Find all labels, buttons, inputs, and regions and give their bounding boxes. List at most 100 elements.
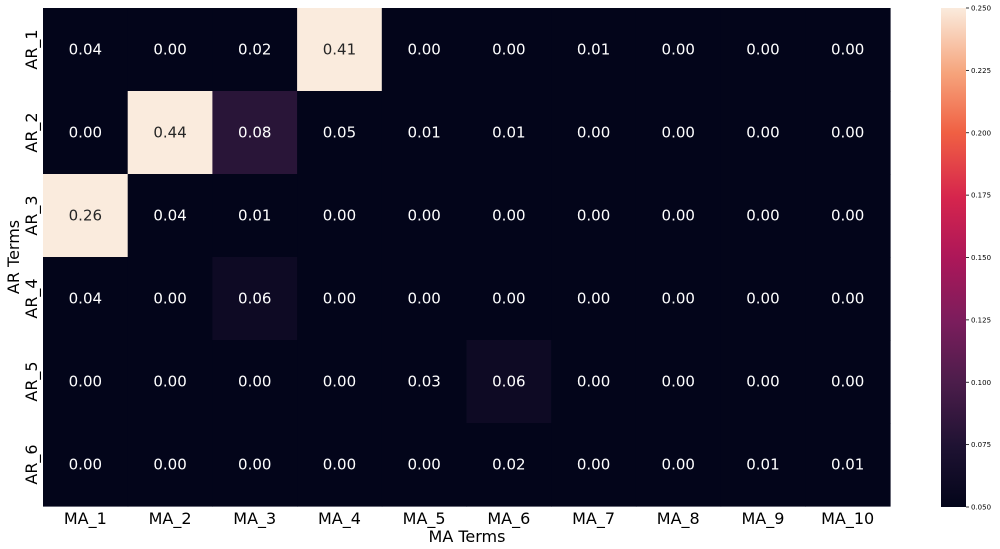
- heatmap-cell: [805, 423, 891, 507]
- heatmap-cell: [127, 174, 213, 258]
- colorbar-gradient: [941, 8, 966, 507]
- heatmap-cell: [720, 91, 806, 175]
- heatmap-cell: [297, 174, 383, 258]
- cell-value-label: 0.00: [577, 124, 610, 142]
- heatmap-cell: [127, 423, 213, 507]
- heatmap-cell: [297, 340, 383, 424]
- colorbar-ticks: 0.050 0.075 0.100 0.125 0.150 0.175 0.200 0.225…: [966, 5, 991, 512]
- heatmap-cell: [212, 8, 298, 92]
- cell-value-label: 0.00: [662, 373, 695, 391]
- y-tick-label: AR_5: [22, 361, 42, 401]
- x-tick-label: MA_4: [318, 509, 361, 529]
- heatmap-cell: [720, 257, 806, 341]
- heatmap-cell: [297, 8, 383, 92]
- heatmap-cell: [720, 423, 806, 507]
- cell-value-label: 0.00: [577, 207, 610, 225]
- y-tick-label: AR_1: [22, 29, 42, 69]
- cell-value-label: 0.01: [831, 456, 864, 474]
- heatmap-cell: [381, 91, 468, 175]
- cell-value-label: 0.02: [492, 456, 525, 474]
- heatmap-cells: [43, 8, 891, 507]
- heatmap-cell: [551, 8, 637, 92]
- heatmap-cell: [551, 174, 637, 258]
- cell-value-label: 0.08: [238, 124, 271, 142]
- heatmap-cell: [43, 257, 129, 341]
- colorbar-tick-label: 0.050: [971, 504, 991, 512]
- colorbar-tick-label: 0.100: [971, 379, 991, 387]
- y-tick-label: AR_3: [22, 195, 42, 235]
- cell-value-label: 0.00: [492, 290, 525, 308]
- cell-value-label: 0.02: [238, 41, 271, 59]
- heatmap-cell: [127, 257, 213, 341]
- cell-value-label: 0.00: [831, 41, 864, 59]
- heatmap-cell: [720, 340, 806, 424]
- y-tick-label: AR_6: [22, 444, 42, 484]
- x-tick-label: MA_2: [149, 509, 192, 529]
- heatmap-cell: [297, 257, 383, 341]
- cell-value-label: 0.00: [69, 456, 102, 474]
- cell-value-label: 0.01: [746, 456, 779, 474]
- cell-value-label: 0.00: [662, 290, 695, 308]
- colorbar-tick-label: 0.150: [971, 254, 991, 262]
- cell-value-label: 0.06: [492, 373, 525, 391]
- y-axis-title: AR Terms: [4, 220, 23, 294]
- cell-value-label: 0.01: [407, 124, 440, 142]
- heatmap-cell: [635, 91, 722, 175]
- cell-value-label: 0.00: [153, 290, 186, 308]
- heatmap-cell: [297, 423, 383, 507]
- cell-value-label: 0.00: [746, 373, 779, 391]
- heatmap-cell: [466, 340, 552, 424]
- x-tick-label: MA_6: [487, 509, 530, 529]
- heatmap-cell: [381, 340, 468, 424]
- cell-value-label: 0.26: [69, 207, 102, 225]
- cell-value-label: 0.00: [831, 290, 864, 308]
- cell-value-label: 0.44: [153, 124, 186, 142]
- cell-value-label: 0.04: [153, 207, 186, 225]
- cell-value-label: 0.00: [577, 290, 610, 308]
- cell-value-label: 0.03: [407, 373, 440, 391]
- cell-value-label: 0.00: [662, 124, 695, 142]
- x-tick-label: MA_3: [233, 509, 276, 529]
- cell-value-label: 0.00: [407, 456, 440, 474]
- heatmap-cell: [466, 8, 552, 92]
- heatmap-cell: [635, 174, 722, 258]
- heatmap-cell: [43, 340, 129, 424]
- cell-value-label: 0.00: [662, 207, 695, 225]
- heatmap-cell: [805, 91, 891, 175]
- heatmap-cell: [720, 8, 806, 92]
- x-tick-label: MA_10: [821, 509, 874, 529]
- x-axis-title: MA Terms: [429, 527, 506, 546]
- cell-value-label: 0.00: [69, 124, 102, 142]
- cell-value-label: 0.06: [238, 290, 271, 308]
- colorbar-tick-label: 0.125: [971, 316, 991, 324]
- cell-value-label: 0.00: [323, 207, 356, 225]
- cell-value-label: 0.00: [831, 373, 864, 391]
- cell-value-label: 0.00: [746, 207, 779, 225]
- heatmap-cell: [720, 174, 806, 258]
- heatmap-cell: [43, 174, 129, 258]
- cell-value-label: 0.00: [407, 290, 440, 308]
- heatmap-cell: [127, 340, 213, 424]
- cell-value-label: 0.00: [492, 41, 525, 59]
- cell-value-label: 0.00: [746, 41, 779, 59]
- heatmap-cell: [212, 91, 298, 175]
- cell-value-label: 0.00: [69, 373, 102, 391]
- x-tick-label: MA_5: [403, 509, 446, 529]
- heatmap-cell: [551, 91, 637, 175]
- cell-value-label: 0.00: [153, 456, 186, 474]
- cell-value-label: 0.05: [323, 124, 356, 142]
- y-tick-label: AR_4: [22, 278, 42, 318]
- x-tick-label: MA_8: [657, 509, 700, 529]
- y-tick-labels: AR_1 AR_2 AR_3 AR_4 AR_5 AR_6: [22, 29, 42, 484]
- heatmap-cell: [381, 257, 468, 341]
- cell-value-label: 0.00: [323, 456, 356, 474]
- cell-value-label: 0.00: [831, 124, 864, 142]
- heatmap-cell: [635, 8, 722, 92]
- heatmap-cell: [551, 340, 637, 424]
- heatmap-cell: [805, 340, 891, 424]
- heatmap-cell: [466, 257, 552, 341]
- heatmap-cell: [635, 257, 722, 341]
- y-tick-label: AR_2: [22, 112, 42, 152]
- cell-value-label: 0.00: [746, 124, 779, 142]
- cell-value-label: 0.00: [407, 41, 440, 59]
